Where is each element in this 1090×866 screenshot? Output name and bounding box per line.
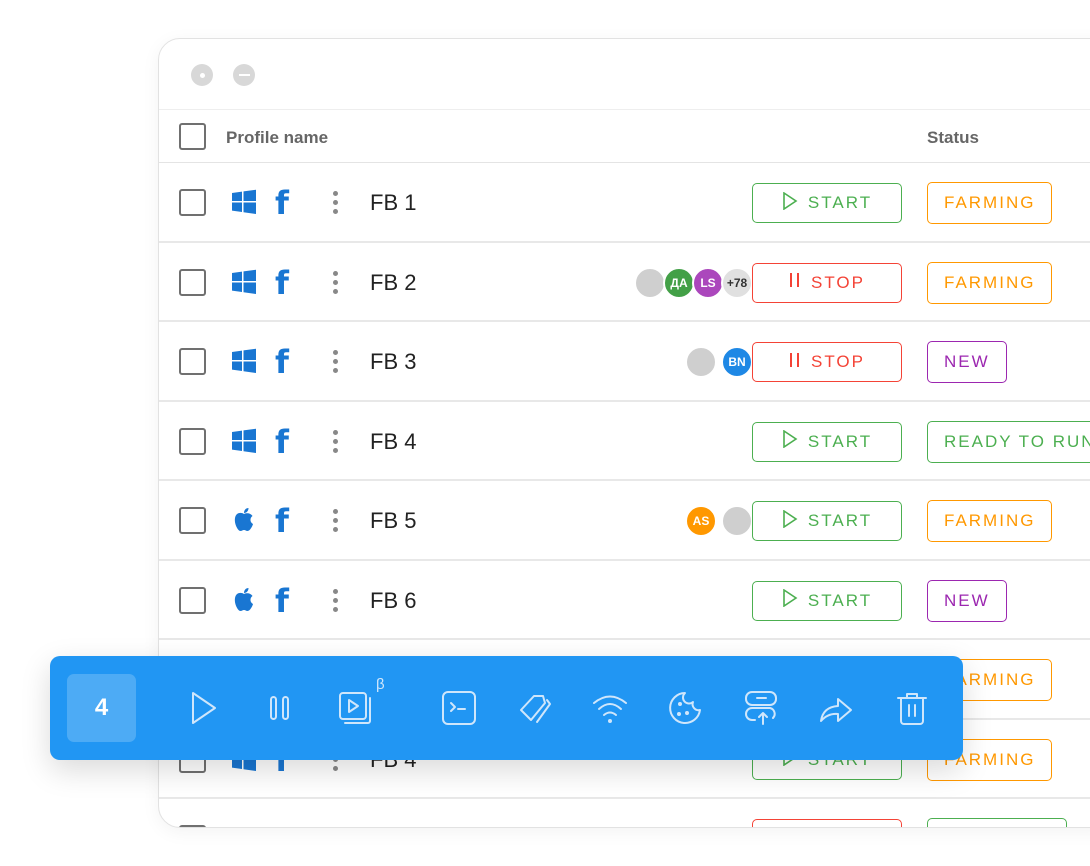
apple-icon [231,587,257,613]
profile-name[interactable]: FB 1 [370,190,417,215]
more-menu-icon[interactable] [333,191,339,218]
start-button[interactable]: START [752,421,902,462]
facebook-icon: f [275,502,289,540]
row-checkbox[interactable] [179,348,206,375]
status-badge [927,818,1067,827]
stop-button[interactable]: STOP [752,262,902,303]
user-avatar[interactable]: ДА [663,266,695,299]
facebook-icon: f [275,581,289,620]
trash-icon[interactable] [894,690,930,726]
table-header: Profile name Status [159,109,1090,163]
profile-name[interactable]: FB 6 [370,587,417,613]
status-badge: NEW [927,579,1007,622]
profile-name[interactable]: FB 5 [370,508,417,533]
pause-icon [789,272,801,293]
terminal-icon[interactable] [441,690,477,726]
more-menu-icon[interactable] [333,509,339,536]
user-avatar[interactable]: +78 [721,266,753,299]
profile-name[interactable]: FB 3 [370,349,417,374]
cookie-icon[interactable] [667,690,703,726]
status-badge: READY TO RUN [927,420,1090,463]
start-button[interactable]: START [752,183,902,223]
user-avatar-photo[interactable] [721,505,753,537]
beta-mark: β [376,676,385,693]
windows-icon [231,428,257,454]
tag-icon[interactable] [517,690,553,726]
play-icon [782,191,798,215]
row-checkbox[interactable] [179,268,206,296]
facebook-icon: f [275,422,289,461]
more-menu-icon[interactable] [333,429,339,457]
user-avatar[interactable]: BN [721,346,753,378]
row-checkbox[interactable] [179,586,206,614]
share-icon[interactable] [818,690,854,726]
windows-icon [231,269,257,295]
apple-icon [231,507,257,533]
status-badge: FARMING [927,500,1053,542]
play-icon [782,429,798,453]
stop-button[interactable] [752,819,902,827]
status-badge: NEW [927,341,1007,383]
windows-icon [231,348,257,374]
row-checkbox[interactable] [179,427,206,455]
stop-button[interactable]: STOP [752,342,902,382]
facebook-icon: f [275,184,289,222]
column-status[interactable]: Status [927,128,979,147]
facebook-icon: f [275,263,289,302]
pause-icon[interactable] [262,690,298,726]
row-checkbox[interactable] [179,189,206,216]
bulk-action-toolbar: 4 β [50,656,963,760]
select-all-checkbox[interactable] [179,123,206,150]
row-checkbox[interactable] [179,825,206,827]
more-menu-icon[interactable] [333,588,339,616]
video-icon[interactable] [337,690,373,726]
window-close-button[interactable] [191,64,213,86]
table-row[interactable]: f FB 1 START FARMING [159,163,1090,243]
more-menu-icon[interactable] [333,270,339,298]
status-badge: FARMING [927,182,1053,224]
play-icon [782,588,798,612]
table-row[interactable]: f FB 2 ДА LS +78 STOP FARMING [159,243,1090,322]
user-avatar-photo[interactable] [634,266,666,299]
start-button[interactable]: START [752,580,902,621]
table-row[interactable]: f FB 3 BN STOP NEW [159,322,1090,402]
table-row[interactable] [159,799,1090,827]
start-button[interactable]: START [752,501,902,541]
user-avatar[interactable]: LS [692,266,724,299]
row-checkbox[interactable] [179,507,206,534]
profile-name[interactable]: FB 4 [370,428,417,454]
pause-icon [789,352,801,373]
window-minimize-button[interactable] [233,64,255,86]
column-profile-name[interactable]: Profile name [226,128,329,147]
user-avatar-photo[interactable] [685,346,717,378]
upload-server-icon[interactable] [743,690,779,726]
play-icon[interactable] [186,690,222,726]
selected-count: 4 [67,674,136,742]
wifi-icon[interactable] [592,690,628,726]
profile-name[interactable]: FB 2 [370,269,417,295]
facebook-icon: f [275,343,289,381]
table-row[interactable]: f FB 5 AS START FARMING [159,481,1090,561]
table-row[interactable]: f FB 6 START NEW [159,561,1090,640]
table-row[interactable]: f FB 4 START READY TO RUN [159,402,1090,481]
status-badge: FARMING [927,261,1053,304]
user-avatar[interactable]: AS [685,505,717,537]
windows-icon [231,189,257,215]
more-menu-icon[interactable] [333,350,339,377]
play-icon [782,509,798,533]
